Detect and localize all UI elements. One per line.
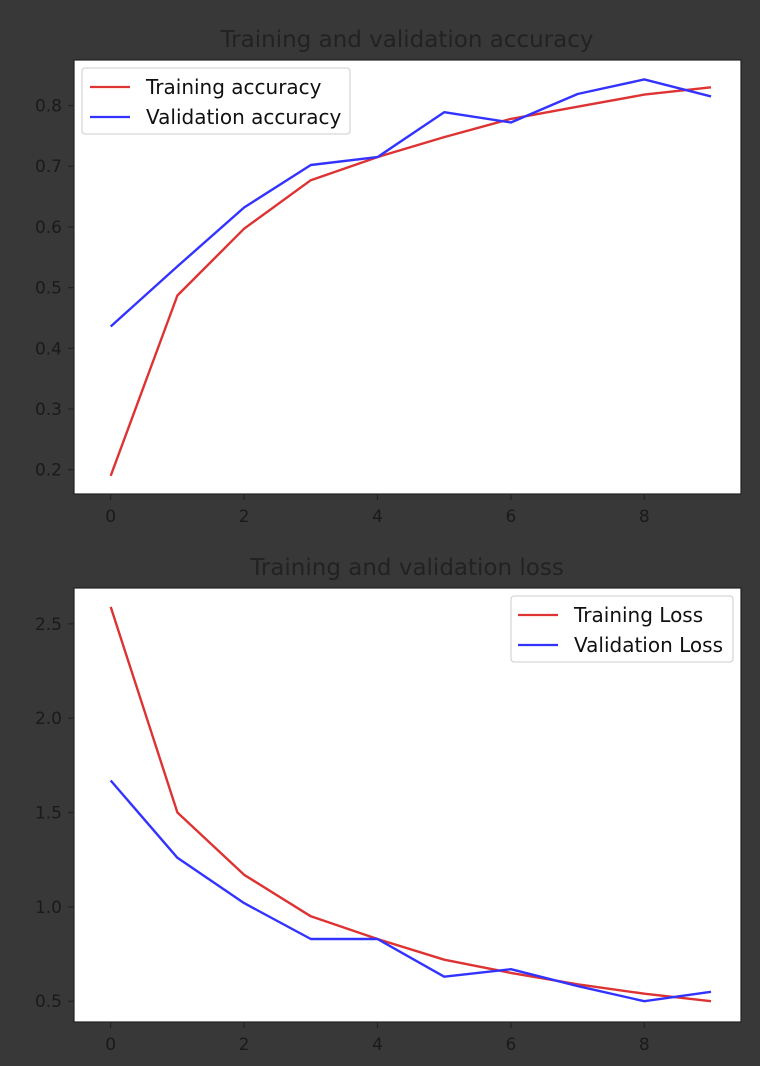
accuracy-ticks: 0 2 4 6 8 0.2 0.3 0.4 0.5 0.6 0.7 0.8 — [35, 97, 650, 527]
series-line-training-loss — [109, 606, 712, 1003]
legend-label-training-loss: Training Loss — [573, 603, 703, 627]
accuracy-x-tick-label: 0 — [105, 507, 116, 527]
accuracy-y-tick-label: 0.7 — [35, 157, 62, 177]
loss-x-tick-label: 0 — [105, 1035, 116, 1055]
loss-ticks: 0 2 4 6 8 0.5 1.0 1.5 2.0 2.5 — [35, 615, 650, 1055]
loss-y-tick-label: 2.0 — [35, 709, 62, 729]
loss-chart: Training and validation loss 0 2 4 6 8 0.5 1.0… — [35, 555, 742, 1055]
series-line-validation-loss — [109, 779, 712, 1003]
accuracy-legend: Training accuracy Validation accuracy — [81, 67, 351, 135]
accuracy-x-tick-label: 4 — [372, 507, 383, 527]
accuracy-lines — [109, 78, 712, 477]
accuracy-y-tick-label: 0.2 — [35, 461, 62, 481]
legend-label-training-accuracy: Training accuracy — [145, 75, 322, 99]
loss-y-tick-label: 0.5 — [35, 992, 62, 1012]
accuracy-chart: Training and validation accuracy 0 2 4 6 8 0.… — [35, 27, 742, 527]
accuracy-x-tick-label: 6 — [505, 507, 516, 527]
series-line-training-accuracy — [109, 86, 712, 477]
accuracy-x-tick-label: 2 — [239, 507, 250, 527]
accuracy-legend-box — [81, 67, 351, 135]
loss-x-tick-label: 4 — [372, 1035, 383, 1055]
loss-legend-box — [510, 595, 734, 663]
accuracy-chart-title: Training and validation accuracy — [220, 27, 594, 53]
accuracy-y-tick-label: 0.4 — [35, 339, 62, 359]
accuracy-y-tick-label: 0.8 — [35, 97, 62, 117]
accuracy-y-tick-label: 0.6 — [35, 218, 62, 238]
loss-x-tick-label: 8 — [639, 1035, 650, 1055]
accuracy-y-tick-label: 0.5 — [35, 279, 62, 299]
loss-lines — [109, 606, 712, 1003]
legend-label-validation-accuracy: Validation accuracy — [146, 105, 342, 129]
loss-y-tick-label: 2.5 — [35, 615, 62, 635]
series-line-validation-accuracy — [109, 78, 712, 328]
loss-y-tick-label: 1.0 — [35, 898, 62, 918]
loss-legend: Training Loss Validation Loss — [510, 595, 734, 663]
loss-x-tick-label: 6 — [505, 1035, 516, 1055]
legend-label-validation-loss: Validation Loss — [574, 633, 723, 657]
accuracy-x-tick-label: 8 — [639, 507, 650, 527]
loss-x-tick-label: 2 — [239, 1035, 250, 1055]
loss-chart-title: Training and validation loss — [249, 555, 564, 581]
loss-y-tick-label: 1.5 — [35, 804, 62, 824]
accuracy-y-tick-label: 0.3 — [35, 400, 62, 420]
